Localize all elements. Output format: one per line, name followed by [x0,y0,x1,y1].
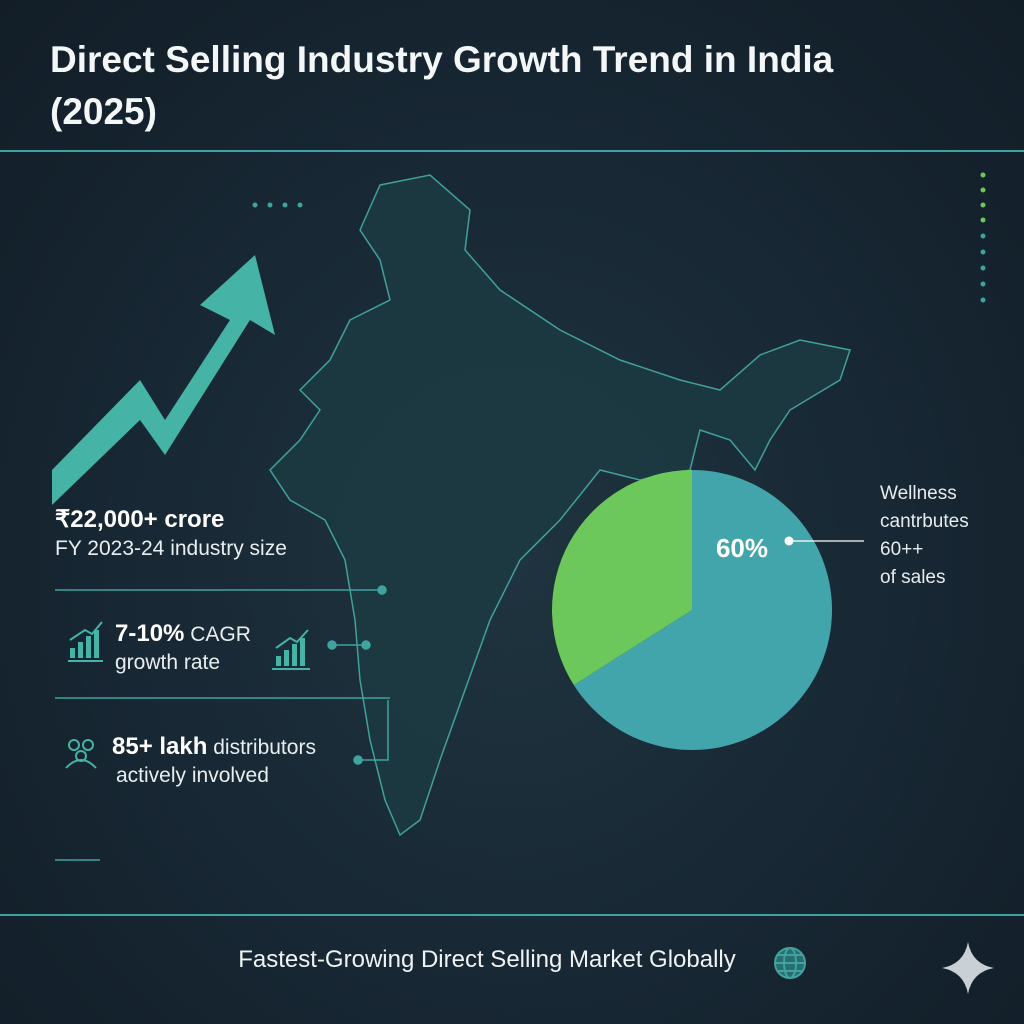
bar-chart-growth-icon [68,621,310,670]
stat-subtext: actively involved [116,764,269,787]
header-divider [0,150,1024,152]
callout-line: of sales [880,567,946,588]
growth-arrow-icon [52,255,275,505]
stat-subtext: growth rate [115,651,221,674]
globe-icon [774,947,806,979]
callout-line: cantrbutes [880,511,969,532]
footer-divider [0,914,1024,916]
stat-text: distributors [207,736,316,759]
stat-subtext: FY 2023-24 industry size [55,537,287,560]
stat-text: CAGR [184,623,251,646]
decorative-dots [252,172,986,303]
pie-slice [573,470,832,750]
stat-highlight: 7-10% [115,620,185,647]
pie-callout-leader [784,536,864,546]
stat-highlight: 85+ lakh [112,733,208,760]
callout-line: Wellness [880,483,957,504]
pie-slice [551,470,692,686]
stat-cagr: 7-10% CAGR growth rate [115,620,251,677]
page-title: Direct Selling Industry Growth Trend in … [50,39,834,132]
pie-callout-text: Wellness cantrbutes 60++ of sales [880,480,969,592]
pie-chart [551,470,832,750]
people-group-icon [65,739,97,769]
stat-distributors: 85+ lakh distributors actively involved [112,733,316,790]
sparkle-icon [942,942,994,994]
callout-line: 60++ [880,539,924,560]
stat-highlight: ₹22,000+ crore [55,506,225,533]
pie-data-label: 60% [716,533,768,563]
footer-text: Fastest-Growing Direct Selling Market Gl… [238,946,736,973]
footer-tagline: Fastest-Growing Direct Selling Market Gl… [0,946,1024,974]
india-map [269,174,851,837]
stat-industry-size: ₹22,000+ crore FY 2023-24 industry size [55,506,287,563]
